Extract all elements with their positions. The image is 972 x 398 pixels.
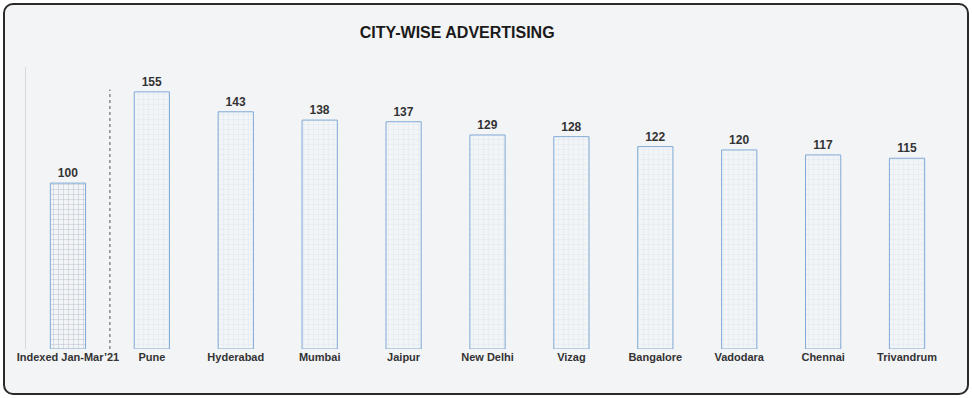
svg-text:137: 137 <box>393 105 413 119</box>
svg-text:Trivandrum: Trivandrum <box>877 351 937 363</box>
svg-text:138: 138 <box>310 103 330 117</box>
svg-text:Bangalore: Bangalore <box>628 351 682 363</box>
svg-text:128: 128 <box>561 120 581 134</box>
svg-text:Jaipur: Jaipur <box>387 351 421 363</box>
svg-text:129: 129 <box>477 118 497 132</box>
svg-text:Chennai: Chennai <box>801 351 844 363</box>
svg-text:143: 143 <box>226 95 246 109</box>
svg-text:115: 115 <box>897 141 917 155</box>
svg-text:Mumbai: Mumbai <box>299 351 341 363</box>
svg-text:Indexed Jan-Mar’21: Indexed Jan-Mar’21 <box>17 351 120 363</box>
svg-text:CITY-WISE ADVERTISING: CITY-WISE ADVERTISING <box>360 24 555 41</box>
svg-text:117: 117 <box>813 138 833 152</box>
svg-text:Pune: Pune <box>138 351 165 363</box>
svg-text:Vizag: Vizag <box>557 351 586 363</box>
svg-text:122: 122 <box>645 130 665 144</box>
svg-text:120: 120 <box>729 133 749 147</box>
svg-text:155: 155 <box>142 75 162 89</box>
svg-text:New Delhi: New Delhi <box>461 351 514 363</box>
svg-text:Hyderabad: Hyderabad <box>207 351 264 363</box>
svg-text:100: 100 <box>58 166 78 180</box>
svg-text:Vadodara: Vadodara <box>714 351 764 363</box>
